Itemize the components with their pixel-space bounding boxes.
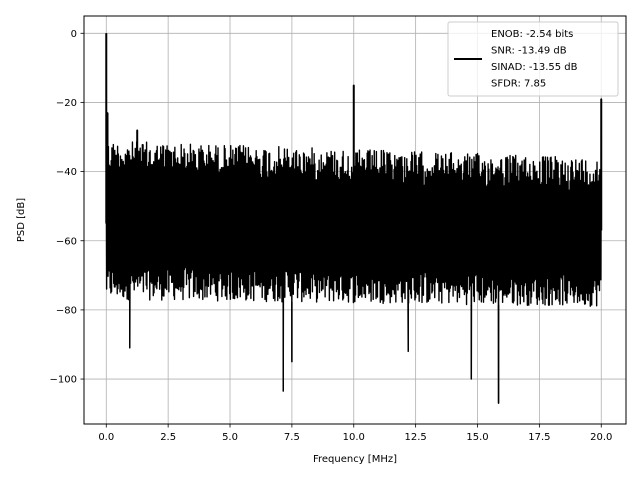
- x-tick-label-7: 17.5: [528, 432, 550, 443]
- y-tick-label-3: −60: [56, 236, 77, 247]
- x-tick-label-8: 20.0: [590, 432, 612, 443]
- legend-entry-sinad: SINAD: -13.55 dB: [491, 62, 578, 73]
- y-tick-label-0: 0: [71, 29, 77, 40]
- y-tick-label-1: −20: [56, 98, 77, 109]
- legend-entry-enob: ENOB: -2.54 bits: [491, 29, 573, 40]
- x-tick-label-5: 12.5: [405, 432, 427, 443]
- legend-entry-snr: SNR: -13.49 dB: [491, 46, 567, 57]
- x-tick-label-1: 2.5: [160, 432, 176, 443]
- axes-frame: [83, 15, 627, 425]
- x-tick-label-4: 10.0: [343, 432, 365, 443]
- x-ticks: 0.0 2.5 5.0 7.5 10.0 12.5 15.0 17.5 20.0: [98, 424, 612, 443]
- x-tick-label-3: 7.5: [284, 432, 300, 443]
- y-tick-label-5: −100: [50, 375, 77, 386]
- y-ticks: 0 −20 −40 −60 −80 −100: [50, 29, 84, 386]
- x-axis-label: Frequency [MHz]: [313, 454, 397, 465]
- x-tick-label-0: 0.0: [98, 432, 114, 443]
- y-tick-label-4: −80: [56, 305, 77, 316]
- x-tick-label-2: 5.0: [222, 432, 238, 443]
- x-tick-label-6: 15.0: [466, 432, 488, 443]
- legend: ENOB: -2.54 bits SNR: -13.49 dB SINAD: -…: [447, 21, 619, 97]
- y-axis-label: PSD [dB]: [16, 198, 27, 242]
- plot-data-group: [105, 33, 603, 404]
- y-tick-label-2: −40: [56, 167, 77, 178]
- legend-box: [447, 21, 619, 97]
- legend-entry-sfdr: SFDR: 7.85: [491, 79, 546, 90]
